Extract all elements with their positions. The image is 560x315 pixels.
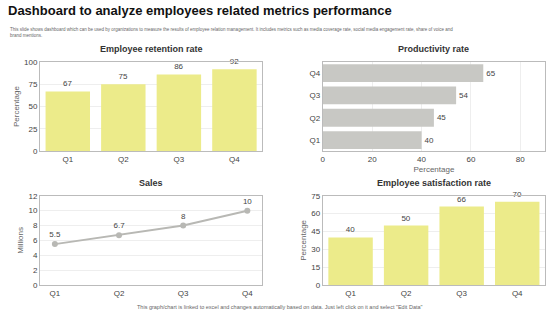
- svg-text:66: 66: [457, 195, 466, 204]
- svg-text:75: 75: [119, 72, 128, 81]
- svg-text:Employee satisfaction rate: Employee satisfaction rate: [377, 178, 491, 188]
- svg-text:80: 80: [516, 155, 525, 164]
- svg-text:Percentage: Percentage: [299, 219, 308, 260]
- svg-text:This slide shows dashboard whi: This slide shows dashboard which can be …: [10, 27, 453, 38]
- svg-text:67: 67: [63, 79, 72, 88]
- svg-text:Q2: Q2: [114, 289, 125, 298]
- svg-text:40: 40: [346, 225, 355, 234]
- svg-text:Q4: Q4: [512, 289, 523, 298]
- svg-text:8: 8: [33, 221, 38, 230]
- svg-text:50: 50: [28, 102, 37, 111]
- svg-text:0: 0: [33, 281, 38, 290]
- svg-text:0: 0: [316, 281, 321, 290]
- svg-text:Q1: Q1: [62, 155, 73, 164]
- svg-text:65: 65: [486, 69, 495, 78]
- svg-text:30: 30: [311, 245, 320, 254]
- svg-text:Q1: Q1: [310, 136, 321, 145]
- svg-text:70: 70: [513, 190, 522, 199]
- svg-text:75: 75: [311, 192, 320, 201]
- svg-text:75: 75: [28, 80, 37, 89]
- svg-text:Q1: Q1: [345, 289, 356, 298]
- svg-text:Q2: Q2: [310, 114, 321, 123]
- svg-text:45: 45: [311, 227, 320, 236]
- svg-text:100: 100: [24, 58, 38, 67]
- svg-text:0: 0: [33, 147, 38, 156]
- svg-text:60: 60: [311, 209, 320, 218]
- svg-text:6: 6: [33, 236, 38, 245]
- svg-text:12: 12: [28, 192, 37, 201]
- svg-text:60: 60: [466, 155, 475, 164]
- svg-text:Q3: Q3: [178, 289, 189, 298]
- svg-text:This graph/chart is linked to: This graph/chart is linked to excel and …: [137, 304, 423, 310]
- svg-text:Q4: Q4: [242, 289, 253, 298]
- svg-text:Q2: Q2: [118, 155, 129, 164]
- svg-text:45: 45: [437, 113, 446, 122]
- svg-text:Q3: Q3: [174, 155, 185, 164]
- svg-text:Q1: Q1: [50, 289, 61, 298]
- svg-text:Percentage: Percentage: [413, 165, 454, 174]
- svg-text:54: 54: [459, 91, 468, 100]
- svg-text:92: 92: [230, 57, 239, 66]
- svg-text:Millions: Millions: [16, 227, 25, 254]
- svg-text:Sales: Sales: [139, 178, 163, 188]
- svg-text:Q3: Q3: [456, 289, 467, 298]
- svg-text:Q3: Q3: [310, 91, 321, 100]
- svg-text:Q4: Q4: [310, 69, 321, 78]
- svg-text:Q4: Q4: [229, 155, 240, 164]
- svg-text:Q2: Q2: [401, 289, 412, 298]
- svg-text:5.5: 5.5: [49, 230, 61, 239]
- svg-text:8: 8: [181, 212, 186, 221]
- svg-text:10: 10: [28, 206, 37, 215]
- svg-text:10: 10: [243, 197, 252, 206]
- svg-text:86: 86: [174, 62, 183, 71]
- svg-text:25: 25: [28, 125, 37, 134]
- svg-text:Dashboard to analyze employees: Dashboard to analyze employees related m…: [8, 3, 392, 18]
- svg-text:6.7: 6.7: [113, 221, 125, 230]
- svg-text:Productivity rate: Productivity rate: [398, 44, 469, 54]
- svg-text:20: 20: [368, 155, 377, 164]
- svg-text:15: 15: [311, 263, 320, 272]
- svg-text:40: 40: [417, 155, 426, 164]
- svg-text:40: 40: [425, 136, 434, 145]
- svg-text:Employee retention rate: Employee retention rate: [100, 44, 203, 54]
- svg-text:Percentage: Percentage: [12, 86, 21, 127]
- svg-text:4: 4: [33, 251, 38, 260]
- svg-text:50: 50: [401, 214, 410, 223]
- svg-text:0: 0: [321, 155, 326, 164]
- svg-text:2: 2: [33, 266, 38, 275]
